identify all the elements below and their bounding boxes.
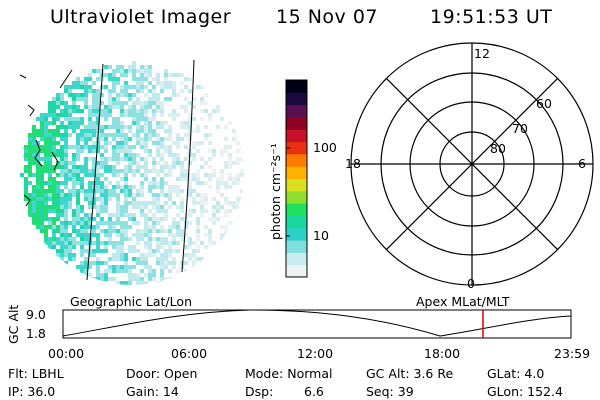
colorbar-tick-label-100: 100: [313, 140, 337, 155]
colorbar-cell: [286, 141, 307, 155]
timeline-y-tick-max: 9.0: [26, 307, 46, 322]
coastline-fragments: [19, 69, 73, 207]
timeline-frame: [62, 309, 572, 339]
timeline-y-tick-min: 1.8: [26, 326, 46, 341]
info-dsp-value: 6.6: [304, 384, 324, 399]
colorbar-cell: [286, 240, 307, 253]
colorbar-cell: [286, 227, 307, 241]
timeline-left-title: Geographic Lat/Lon: [70, 294, 192, 309]
polar-label-12: 12: [474, 46, 490, 61]
colorbar-cell: [286, 129, 307, 143]
info-seq: Seq: 39: [366, 384, 414, 399]
info-glon: GLon: 152.4: [487, 384, 563, 399]
image-time: 19:51:53 UT: [430, 6, 553, 28]
polar-label-6: 6: [578, 156, 586, 171]
timeline-y-label: GC Alt: [6, 304, 21, 344]
info-glat: GLat: 4.0: [487, 366, 545, 381]
colorbar-cell: [286, 178, 307, 192]
colorbar-cell: [286, 153, 307, 167]
timeline-right-title: Apex MLat/MLT: [416, 294, 510, 309]
info-gain: Gain: 14: [126, 384, 179, 399]
auroral-emission-pixels: [20, 61, 244, 285]
polar-label-lat-80: 80: [490, 141, 506, 156]
colorbar-cell: [286, 104, 307, 118]
info-flt: Flt: LBHL: [8, 366, 64, 381]
info-door: Door: Open: [126, 366, 198, 381]
polar-label-lat-70: 70: [512, 121, 528, 136]
polar-label-18: 18: [345, 156, 361, 171]
colorbar-cell: [286, 166, 307, 179]
colorbar-cell: [286, 92, 307, 106]
colorbar-cell: [286, 215, 307, 229]
colorbar-cell: [286, 116, 307, 130]
colorbar-cell: [286, 203, 307, 216]
colorbar-frame: [285, 79, 308, 278]
timeline-x-tick-1800: 18:00: [424, 346, 461, 361]
polar-label-lat-60: 60: [536, 96, 552, 111]
info-gc-alt: GC Alt: 3.6 Re: [366, 366, 454, 381]
info-mode: Mode: Normal: [245, 366, 333, 381]
altitude-curve: [62, 309, 572, 337]
info-dsp-label: Dsp:: [245, 384, 274, 399]
timeline-x-tick-1200: 12:00: [297, 346, 334, 361]
colorbar-gradient: [286, 80, 307, 278]
colorbar-cell: [286, 190, 307, 204]
image-date: 15 Nov 07: [276, 6, 379, 28]
instrument-title: Ultraviolet Imager: [50, 6, 232, 28]
polar-label-0: 0: [467, 276, 475, 291]
timeline-x-tick-2359: 23:59: [554, 346, 591, 361]
timeline-x-tick-0600: 06:00: [171, 346, 208, 361]
polar-diagonal-2: [385, 77, 559, 251]
info-ip: IP: 36.0: [8, 384, 56, 399]
colorbar-cell: [286, 80, 307, 93]
geographic-grid-lines: [86, 59, 195, 281]
colorbar-cell: [286, 264, 307, 278]
colorbar-cell: [286, 252, 307, 266]
colorbar-tick-label-10: 10: [313, 228, 329, 243]
timeline-x-tick-0000: 00:00: [48, 346, 85, 361]
